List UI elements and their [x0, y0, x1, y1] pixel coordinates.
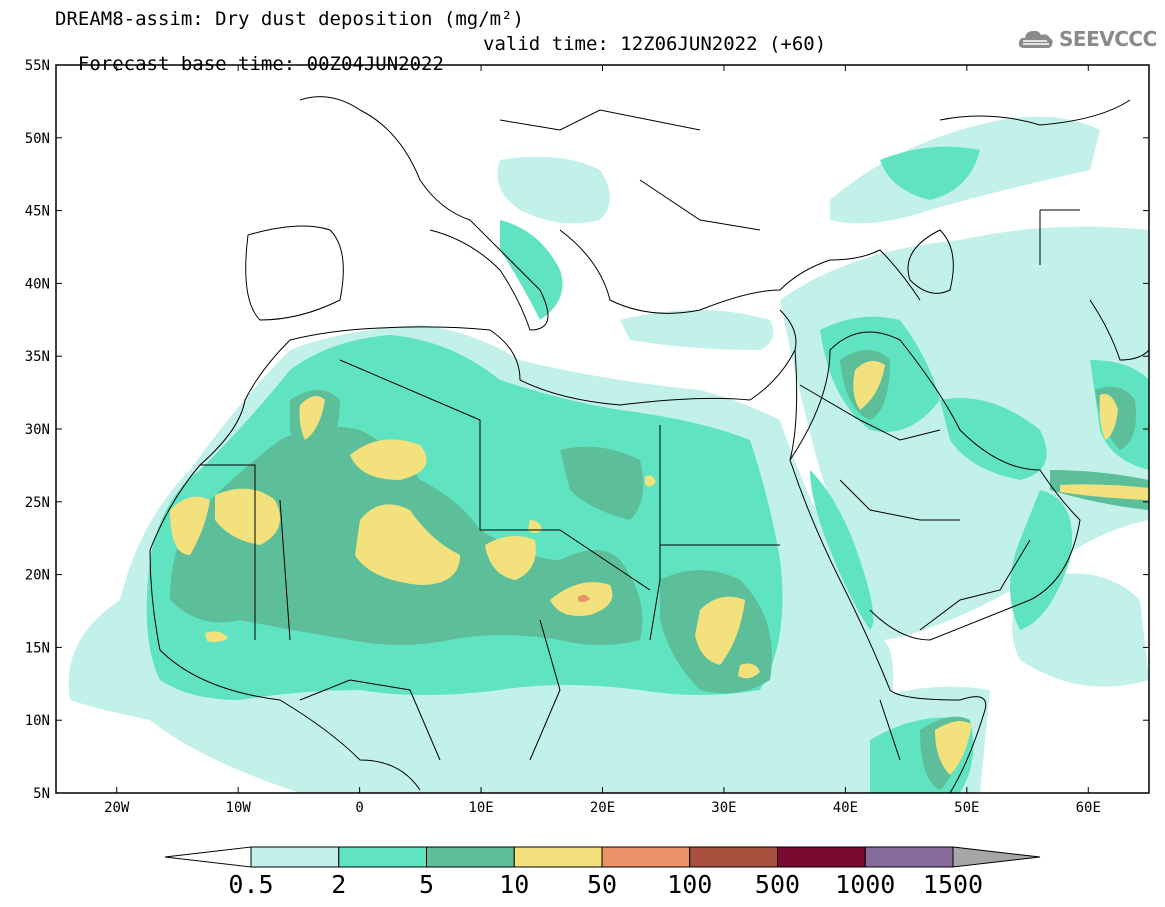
lon-tick-label: 0: [355, 800, 363, 816]
deposition-level-10: [170, 361, 1149, 775]
lon-tick-label: 40E: [833, 800, 858, 816]
colorbar-swatch: [513, 846, 603, 868]
colorbar-label: 500: [755, 870, 800, 899]
lat-tick-label: 55N: [25, 58, 50, 74]
colorbar-swatch: [601, 846, 691, 868]
colorbar-swatch: [777, 846, 866, 868]
lon-axis: 20W 10W 0 10E 20E 30E 40E 50E 60E: [104, 65, 1101, 816]
colorbar-label: 5: [419, 870, 434, 899]
seevccc-logo: SEEVCCC: [1017, 26, 1157, 52]
forecast-times: Forecast base time: 00Z04JUN2022 valid t…: [55, 34, 826, 94]
colorbar-low-arrow: [164, 846, 252, 868]
lon-tick-label: 10W: [226, 800, 252, 816]
lat-tick-label: 35N: [25, 349, 50, 365]
cloud-logo-icon: [1018, 30, 1053, 48]
lat-axis: 55N 50N 45N 40N 35N 30N 25N 20N 15N 10N 5N: [25, 58, 1149, 802]
lat-tick-label: 20N: [25, 568, 50, 584]
lon-tick-label: 20E: [590, 800, 615, 816]
lat-tick-label: 15N: [25, 640, 50, 656]
base-time: Forecast base time: 00Z04JUN2022: [77, 53, 444, 75]
valid-time: valid time: 12Z06JUN2022 (+60): [483, 33, 827, 55]
lat-tick-label: 30N: [25, 422, 50, 438]
lat-tick-label: 50N: [25, 131, 50, 147]
lat-tick-label: 5N: [33, 786, 50, 802]
colorbar-label: 0.5: [228, 870, 273, 899]
colorbar-high-arrow: [952, 846, 1041, 868]
logo-text: SEEVCCC: [1059, 27, 1157, 51]
lat-tick-label: 45N: [25, 204, 50, 220]
lat-tick-label: 25N: [25, 495, 50, 511]
colorbar-label: 2: [331, 870, 346, 899]
lon-tick-label: 60E: [1076, 800, 1101, 816]
deposition-level-50: [578, 594, 590, 603]
colorbar-swatch: [338, 846, 427, 868]
colorbar-label: 100: [667, 870, 712, 899]
coastlines-and-borders: [149, 96, 1149, 793]
colorbar-label: 1000: [835, 870, 895, 899]
lon-tick-label: 50E: [954, 800, 979, 816]
colorbar: 0.5 2 5 10 50 100 500 1000 1500: [164, 846, 1041, 899]
lat-tick-label: 10N: [25, 713, 50, 729]
colorbar-label: 50: [587, 870, 617, 899]
lon-tick-label: 20W: [104, 800, 130, 816]
colorbar-label: 10: [499, 870, 529, 899]
colorbar-swatch: [864, 846, 954, 868]
lat-tick-label: 40N: [25, 276, 50, 292]
colorbar-swatch: [250, 846, 340, 868]
colorbar-swatch: [689, 846, 778, 868]
colorbar-swatch: [426, 846, 515, 868]
deposition-field: [68, 116, 1149, 793]
colorbar-label: 1500: [923, 870, 983, 899]
lon-tick-label: 10E: [468, 800, 493, 816]
lon-tick-label: 30E: [711, 800, 736, 816]
map-title: DREAM8-assim: Dry dust deposition (mg/m²…: [55, 8, 524, 30]
